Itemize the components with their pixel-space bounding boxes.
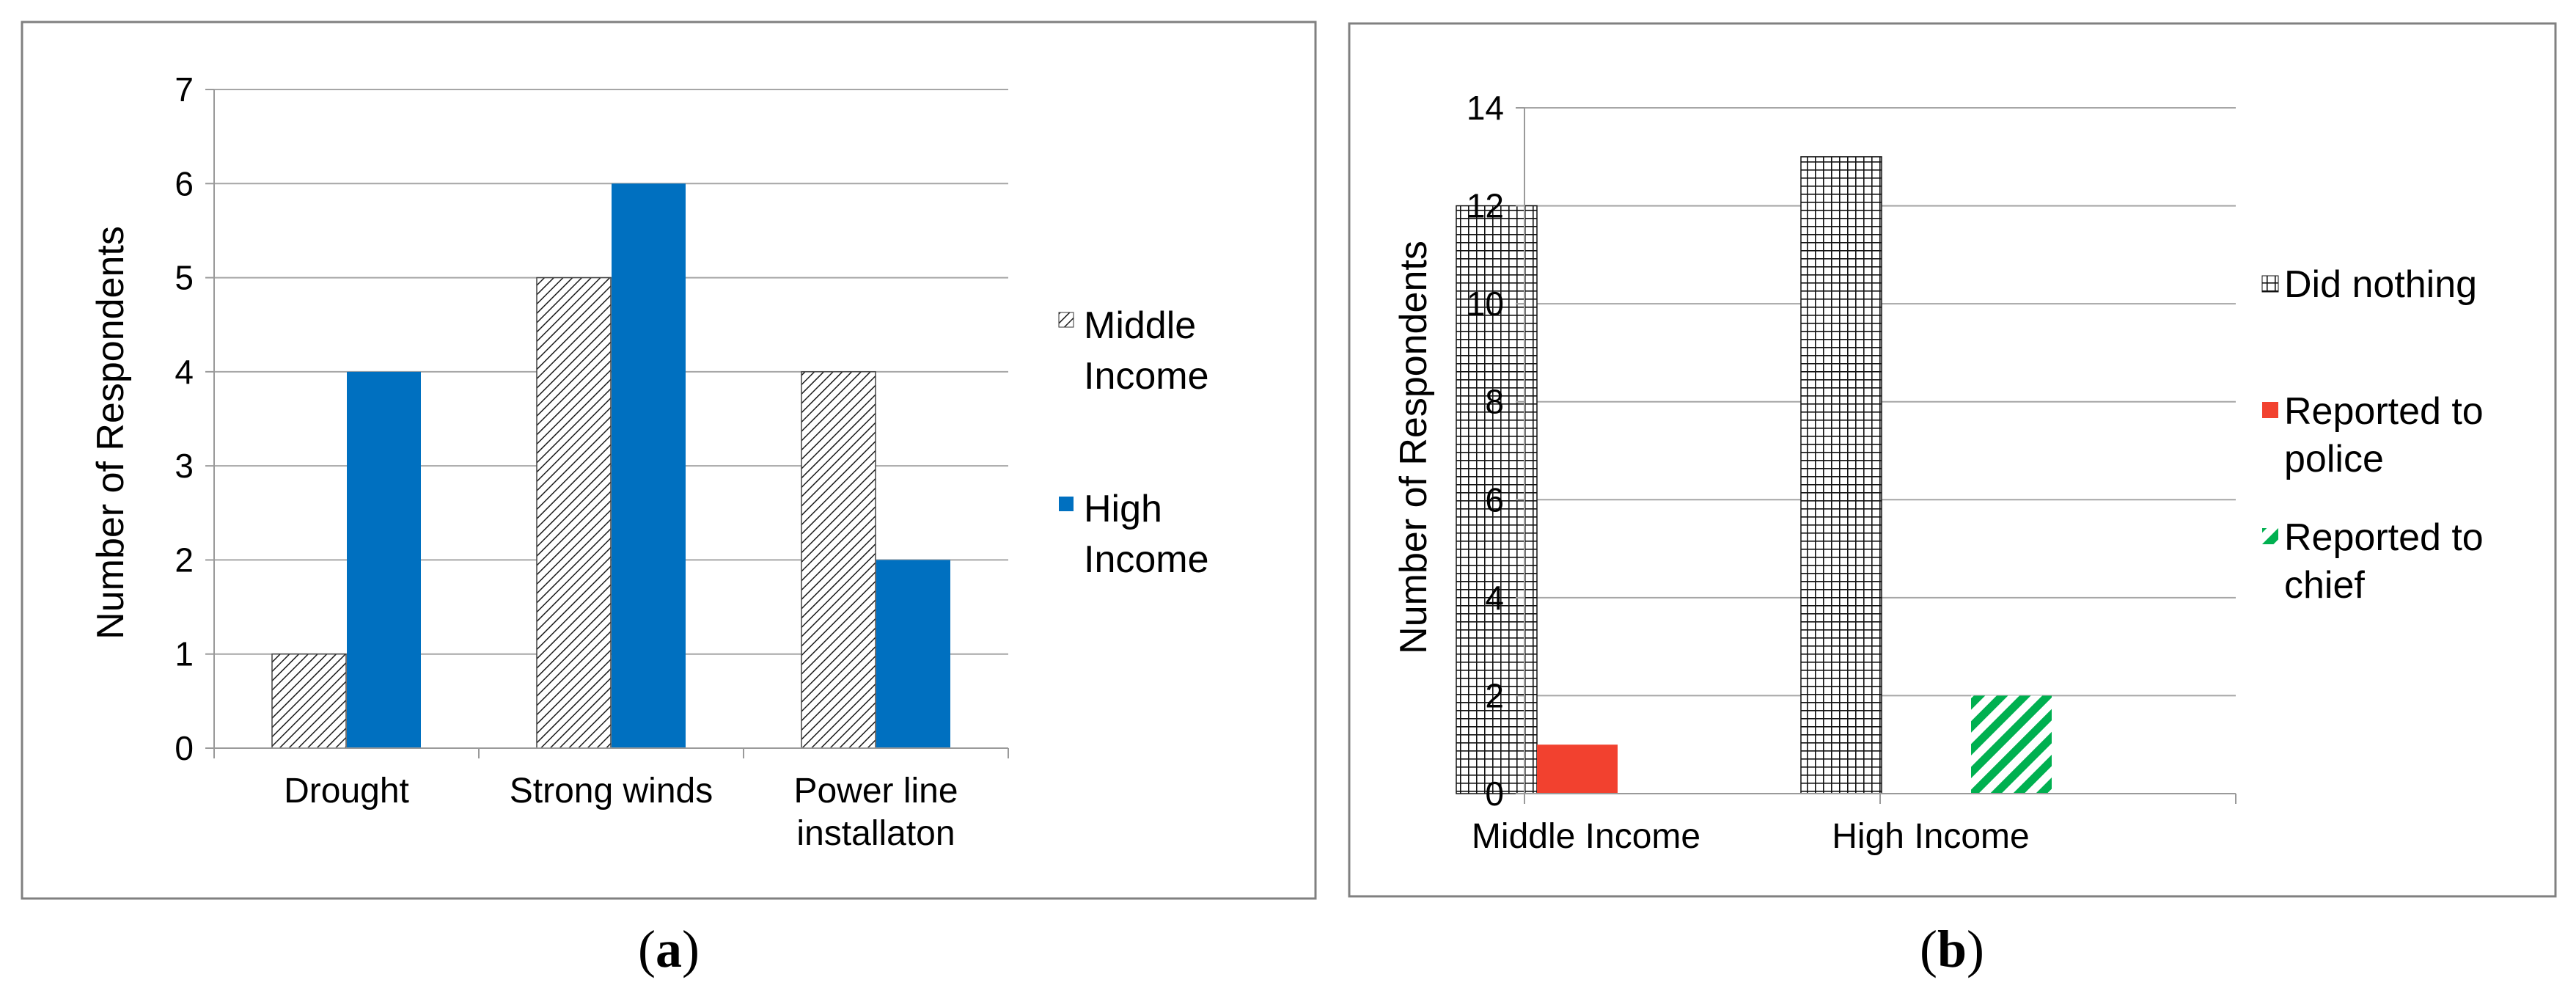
ytick-label: 0 [1485,775,1504,813]
chart-a-legend: Middle Income High Income [1058,304,1209,581]
legend-a-label-high-income-line2: Income [1084,538,1209,581]
ytick-label: 1 [175,635,194,673]
xtick-label: Strong winds [510,772,713,810]
legend-a-label-high-income-line1: High [1084,488,1162,530]
caption-b: (b) [1920,920,1984,978]
xtick-label: Drought [284,772,409,810]
caption-a-close: ) [682,920,700,978]
ytick-label: 2 [175,541,194,579]
bar-middle-income-0 [271,653,347,749]
bar-middle-income-2 [801,371,876,749]
legend-b-label-reported-chief-line2: chief [2284,564,2365,607]
chart-a-ylabel: Number of Respondents [89,226,132,640]
bar-reported-to-chief-1 [1971,695,2052,794]
chart-a: 0 1 2 3 4 5 6 7 Drought Strong winds Power line in… [21,21,1317,978]
legend-b-swatch-did-nothing [2261,275,2279,293]
legend-a-swatch-middle-income [1058,312,1074,328]
bar-high-income-0 [347,371,421,748]
ytick-label: 0 [175,729,194,767]
legend-a-label-middle-income-line2: Income [1084,355,1209,398]
ytick-label: 7 [175,70,194,109]
xtick-label: Power line [793,772,958,810]
caption-a-letter: a [656,920,682,978]
legend-b-label-reported-chief-line1: Reported to [2284,516,2484,559]
legend-a-swatch-high-income [1059,497,1074,511]
ytick-label: 6 [175,164,194,202]
chart-a-xtick-labels: Drought Strong winds Power line installaton [284,772,958,853]
legend-b-label-reported-police-line1: Reported to [2284,390,2484,433]
legend-b-label-reported-police-line2: police [2284,438,2384,480]
ytick-label: 10 [1467,285,1504,323]
ytick-label: 5 [175,259,194,297]
ytick-label: 2 [1485,676,1504,714]
xtick-label: installaton [796,814,955,853]
caption-a: (a) [638,920,700,978]
ytick-label: 6 [1485,480,1504,519]
ytick-label: 8 [1485,383,1504,421]
caption-a-open: ( [638,920,656,978]
ytick-label: 14 [1467,89,1504,127]
ytick-label: 4 [175,353,194,391]
caption-b-open: ( [1920,920,1937,978]
legend-b-swatch-reported-chief [2262,528,2278,544]
chart-b-legend: Did nothing Reported to police Reported … [2261,263,2484,607]
chart-a-ytick-labels: 0 1 2 3 4 5 6 7 [175,70,194,767]
legend-b-label-did-nothing: Did nothing [2284,263,2477,306]
caption-b-letter: b [1937,920,1967,978]
ytick-label: 4 [1485,579,1504,617]
xtick-label: Middle Income [1472,817,1700,856]
chart-b-ylabel: Number of Respondents [1392,241,1435,654]
chart-b-axes [1516,107,2236,804]
caption-b-close: ) [1967,920,1984,978]
bar-reported-to-police-0 [1537,744,1618,794]
xtick-label: High Income [1832,817,2029,856]
ytick-label: 3 [175,447,194,485]
chart-a-axes [205,89,1009,758]
chart-b-ytick-labels: 0 2 4 6 8 10 12 14 [1467,89,1504,813]
chart-b: 0 2 4 6 8 10 12 14 Middle Income High Income Num… [1348,22,2557,978]
ytick-label: 12 [1467,187,1504,225]
legend-b-swatch-reported-police [2262,402,2278,418]
chart-b-xtick-labels: Middle Income High Income [1472,817,2030,856]
bar-middle-income-1 [536,277,612,749]
bar-high-income-1 [612,183,686,749]
bar-did-nothing-1 [1800,156,1882,794]
legend-a-label-middle-income-line1: Middle [1084,304,1196,347]
bar-high-income-2 [876,560,950,748]
